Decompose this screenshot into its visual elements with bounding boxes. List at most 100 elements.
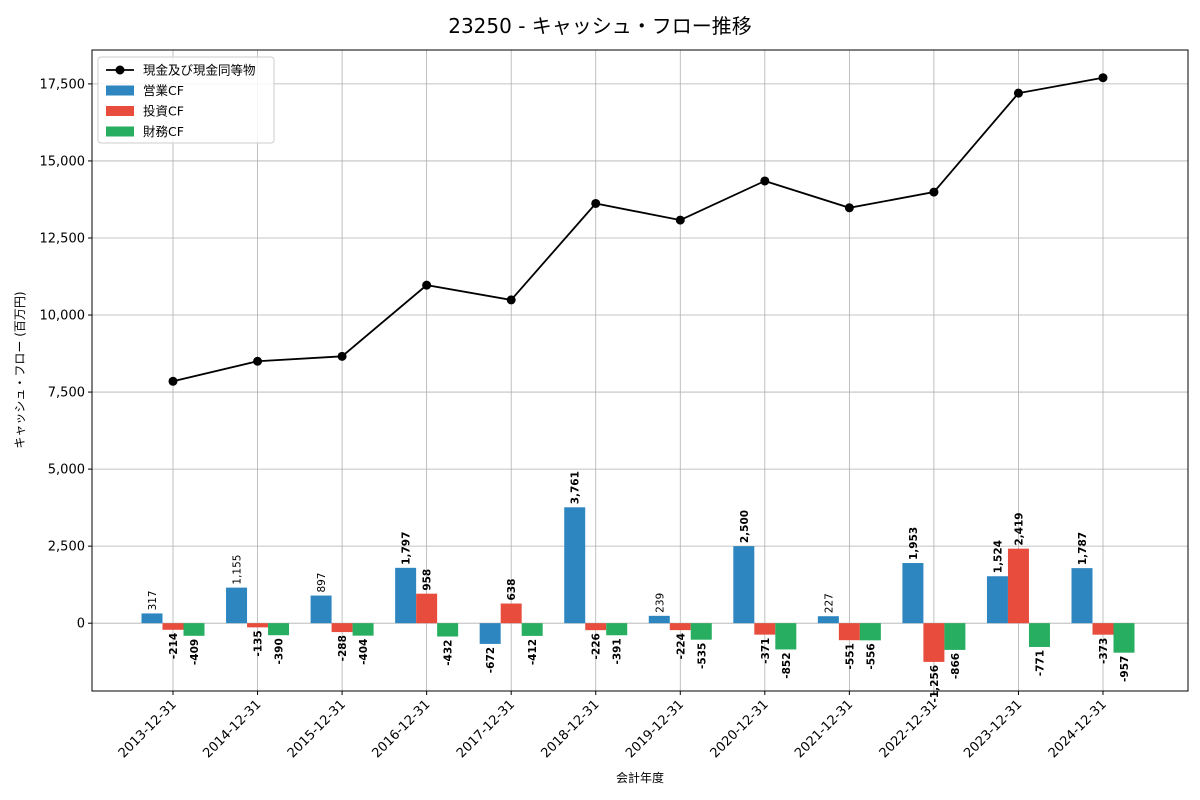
bar	[416, 593, 438, 624]
y-axis-label: キャッシュ・フロー (百万円)	[13, 291, 27, 448]
bar-value-label: -957	[1119, 656, 1131, 682]
bar	[521, 623, 543, 636]
x-tick-label: 2019-12-31	[623, 697, 687, 761]
bar	[437, 623, 459, 637]
bar	[500, 603, 522, 624]
x-tick-label: 2023-12-31	[961, 697, 1025, 761]
bar-value-label: -412	[527, 639, 539, 665]
bar-value-label: 1,797	[401, 532, 413, 565]
x-tick-label: 2018-12-31	[539, 697, 603, 761]
bar	[944, 623, 966, 650]
bar-value-label: 3,761	[570, 471, 582, 504]
cash-line-point	[929, 187, 939, 197]
legend-label: 財務CF	[143, 124, 184, 139]
cash-line-point	[591, 198, 601, 208]
bar-value-label: 1,524	[992, 540, 1004, 573]
legend-item: 投資CF	[106, 104, 184, 119]
bar-value-label: 2,419	[1013, 512, 1025, 545]
x-axis-ticks: 2013-12-31 2014-12-31 2015-12-31 2016-12-31…	[116, 691, 1110, 761]
bar	[690, 623, 712, 640]
bar-value-label: 1,155	[232, 555, 244, 585]
bar-value-label: 317	[147, 590, 159, 610]
cash-line-point	[337, 351, 347, 361]
bar-value-label: 897	[316, 573, 328, 593]
x-tick-label: 2022-12-31	[877, 697, 941, 761]
bar-value-label: -672	[485, 647, 497, 673]
bar	[902, 563, 924, 624]
bar-value-label: -373	[1098, 638, 1110, 664]
bar-value-label: -214	[168, 633, 180, 659]
bar	[838, 623, 860, 641]
bar-value-label: -852	[781, 652, 793, 678]
bar-value-label: -535	[696, 643, 708, 669]
y-tick-label: 5,000	[48, 463, 85, 478]
bar	[986, 576, 1008, 624]
cash-line-point	[506, 295, 516, 305]
x-tick-label: 2015-12-31	[285, 697, 349, 761]
bar	[669, 623, 691, 631]
bar	[247, 623, 269, 628]
bar	[268, 623, 290, 636]
bar-value-label: 227	[823, 593, 835, 613]
bar	[1071, 568, 1093, 624]
bar	[395, 567, 417, 624]
cash-line-path	[172, 76, 1104, 383]
bar-value-label: 1,787	[1077, 532, 1089, 565]
bar	[606, 623, 628, 636]
bar	[1007, 548, 1029, 624]
bar-value-label: -391	[612, 638, 624, 664]
y-tick-label: 17,500	[40, 77, 86, 92]
bar	[859, 623, 881, 641]
legend-item: 現金及び現金同等物	[106, 63, 256, 78]
bar	[923, 623, 945, 662]
bar	[1092, 623, 1114, 635]
legend-item: 営業CF	[106, 83, 184, 98]
y-tick-label: 2,500	[48, 540, 85, 555]
bar-value-label: -1,256	[929, 665, 941, 703]
bar-value-label: 958	[422, 569, 434, 591]
cash-line	[168, 73, 1108, 386]
bar	[226, 587, 248, 624]
plot-frame	[91, 49, 1189, 692]
bar-value-label: -866	[950, 653, 962, 679]
bar-value-label: -288	[337, 635, 349, 661]
bar	[162, 623, 184, 630]
legend-label: 投資CF	[143, 104, 184, 119]
cash-line-point	[422, 280, 432, 290]
x-tick-label: 2014-12-31	[200, 697, 264, 761]
bar-value-label: 638	[506, 579, 518, 601]
y-tick-label: 7,500	[48, 386, 85, 401]
bar	[733, 546, 755, 624]
bar-value-label: -409	[189, 639, 201, 665]
bar-value-label: -432	[443, 640, 455, 666]
legend-marker	[115, 65, 125, 75]
legend-bar-swatch	[106, 106, 134, 116]
legend-label: 現金及び現金同等物	[143, 63, 256, 78]
bar	[183, 623, 205, 636]
chart-title: 23250 - キャッシュ・フロー推移	[448, 14, 752, 38]
cash-line-point	[1013, 88, 1023, 98]
bar	[585, 623, 607, 631]
cash-line-point	[253, 356, 263, 366]
bar	[817, 616, 839, 624]
bar	[331, 623, 353, 633]
x-tick-label: 2013-12-31	[116, 697, 180, 761]
legend-bar-swatch	[106, 126, 134, 137]
cash-line-point	[168, 376, 178, 386]
x-tick-label: 2016-12-31	[369, 697, 433, 761]
bar-value-label: -556	[865, 643, 877, 669]
x-tick-label: 2021-12-31	[792, 697, 856, 761]
legend-box	[97, 56, 275, 144]
x-tick-label: 2024-12-31	[1046, 697, 1110, 761]
y-tick-label: 0	[77, 617, 85, 632]
cash-line-point	[760, 176, 770, 186]
bar	[1028, 623, 1050, 647]
bar	[754, 623, 776, 635]
bar-value-label: -551	[844, 643, 856, 669]
y-tick-label: 12,500	[40, 231, 86, 246]
bar-value-label: -226	[591, 633, 603, 659]
bar	[352, 623, 374, 636]
cash-line-point	[844, 203, 854, 213]
bar-value-label: -404	[358, 639, 370, 665]
